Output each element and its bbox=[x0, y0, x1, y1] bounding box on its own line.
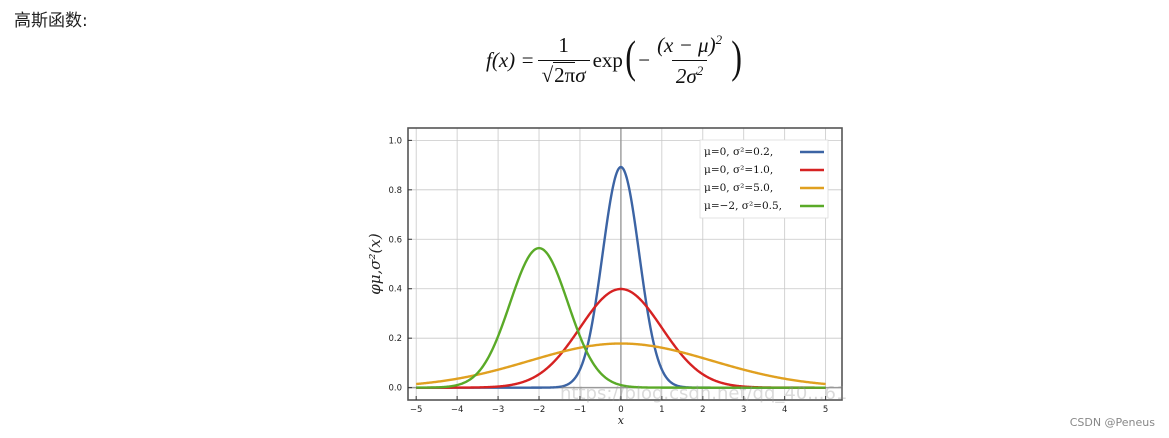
x-tick-label: 2 bbox=[700, 405, 705, 415]
legend-entry-label: μ=0, σ²=0.2, bbox=[704, 146, 773, 158]
x-tick-label: 1 bbox=[659, 405, 664, 415]
formula-exp: exp bbox=[592, 47, 623, 72]
legend-entry-label: μ=0, σ²=1.0, bbox=[704, 164, 773, 176]
x-tick-label: −4 bbox=[451, 405, 464, 415]
legend-entry-label: μ=0, σ²=5.0, bbox=[704, 182, 773, 194]
series-line bbox=[416, 342, 826, 386]
series-line bbox=[416, 246, 826, 389]
formula-fraction-1: 1 √2πσ bbox=[537, 32, 590, 88]
y-tick-label: 0.6 bbox=[388, 235, 402, 245]
formula-frac1-numerator: 1 bbox=[558, 32, 569, 57]
sqrt-symbol: √ bbox=[541, 62, 554, 87]
x-tick-label: 0 bbox=[618, 405, 623, 415]
sqrt-radicand: 2π bbox=[553, 61, 576, 87]
watermark: https://blog.csdn.net/qq_40...61 bbox=[560, 383, 848, 404]
y-tick-label: 0.2 bbox=[388, 334, 402, 344]
formula-lhs: f(x) = bbox=[486, 47, 535, 72]
y-tick-label: 0.4 bbox=[388, 285, 402, 295]
plot-frame bbox=[407, 127, 843, 401]
x-tick-label: 3 bbox=[741, 405, 746, 415]
formula-minus: − bbox=[638, 47, 651, 72]
formula-frac2-numerator: (x − μ)2 bbox=[657, 31, 723, 57]
gaussian-chart: −5 −4 −3 −2 −1 0 1 2 3 4 5 0.0 0.2 0.4 0.6 0.8 1.0 x φμ,σ²… bbox=[360, 124, 850, 427]
gaussian-formula: f(x) = 1 √2πσ exp ( − (x − μ)2 2σ2 ) bbox=[486, 30, 744, 90]
legend-entry-label: μ=−2, σ²=0.5, bbox=[704, 200, 782, 212]
y-tick-label: 0.0 bbox=[388, 384, 402, 394]
y-axis-label: φμ,σ²(x) bbox=[366, 233, 384, 295]
chart-svg: −5 −4 −3 −2 −1 0 1 2 3 4 5 0.0 0.2 0.4 0.6 0.8 1.0 x φμ,σ²… bbox=[366, 127, 843, 427]
x-axis-label: x bbox=[618, 414, 625, 424]
sigma-symbol: σ bbox=[575, 62, 586, 87]
credit-label: CSDN @Peneus bbox=[1069, 416, 1155, 429]
x-tick-label: −3 bbox=[492, 405, 505, 415]
formula-fraction-2: (x − μ)2 2σ2 bbox=[653, 32, 726, 89]
left-paren: ( bbox=[625, 31, 636, 82]
x-tick-label: −1 bbox=[574, 405, 587, 415]
x-tick-label: −5 bbox=[410, 405, 423, 415]
x-tick-label: −2 bbox=[533, 405, 546, 415]
page-heading: 高斯函数: bbox=[14, 11, 88, 31]
right-paren: ) bbox=[731, 31, 743, 82]
x-tick-label: 5 bbox=[823, 405, 828, 415]
y-tick-label: 1.0 bbox=[388, 136, 402, 146]
y-tick-label: 0.8 bbox=[388, 186, 402, 196]
formula-frac2-denominator: 2σ2 bbox=[671, 59, 708, 89]
x-tick-label: 4 bbox=[782, 405, 787, 415]
formula-frac1-denominator: √2πσ bbox=[537, 59, 590, 88]
